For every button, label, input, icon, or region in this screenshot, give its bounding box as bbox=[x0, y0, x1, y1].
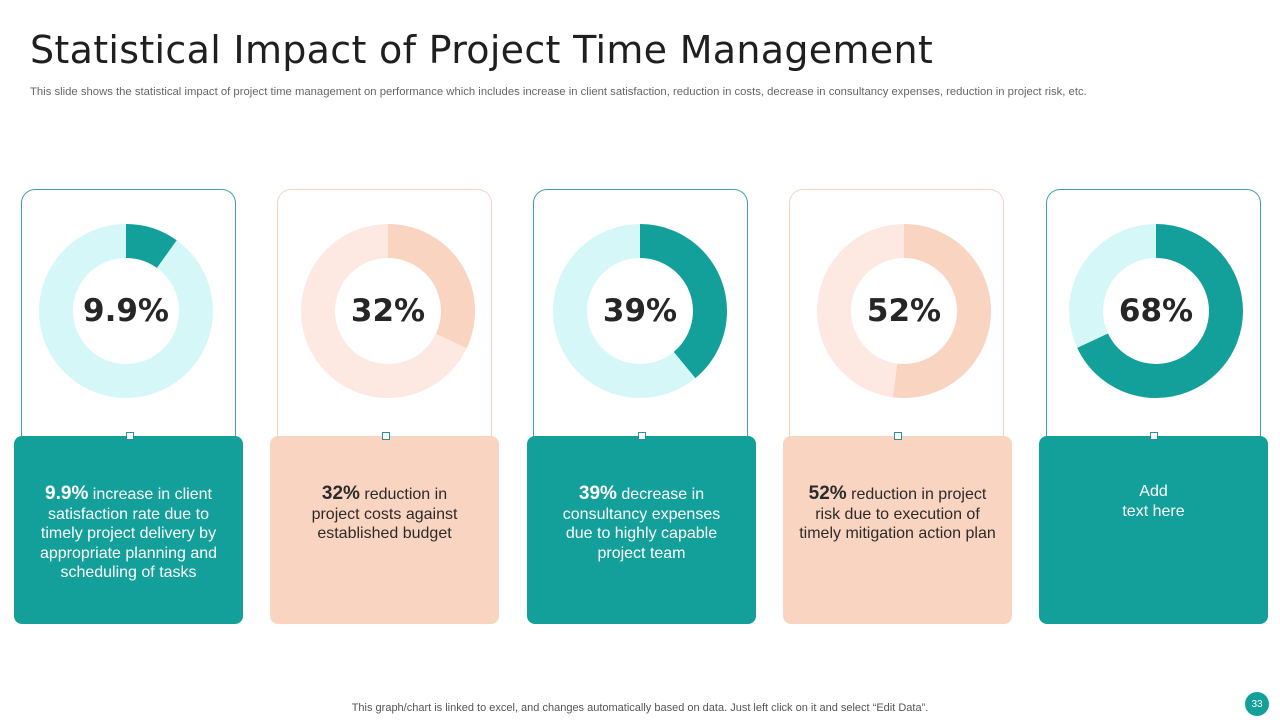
slide-subtitle: This slide shows the statistical impact … bbox=[30, 86, 1087, 98]
donut-svg-2 bbox=[301, 224, 475, 398]
donut-chart-5[interactable]: 68% bbox=[1069, 224, 1243, 398]
card-percent-2: 32% bbox=[321, 483, 360, 504]
donut-center-label-1: 9.9% bbox=[83, 293, 169, 329]
donut-chart-2[interactable]: 32% bbox=[301, 224, 475, 398]
donut-center-label-3: 39% bbox=[602, 293, 678, 329]
resize-handle-5[interactable] bbox=[1150, 432, 1158, 440]
chart-footnote: This graph/chart is linked to excel, and… bbox=[351, 702, 929, 714]
card-outline-1: 9.9% bbox=[21, 189, 236, 437]
card-percent-3: 39% bbox=[578, 483, 617, 504]
donut-center-label-5: 68% bbox=[1118, 293, 1194, 329]
slide-title: Statistical Impact of Project Time Manag… bbox=[30, 28, 934, 72]
card-text-box-5[interactable]: Add text here bbox=[1039, 436, 1268, 624]
card-text-box-2[interactable]: 32% reduction in project costs against e… bbox=[270, 436, 499, 624]
card-text-box-1[interactable]: 9.9% increase in client satisfaction rat… bbox=[14, 436, 243, 624]
donut-svg-1 bbox=[39, 224, 213, 398]
donut-value-slice-4 bbox=[817, 224, 991, 398]
donut-chart-4[interactable]: 52% bbox=[817, 224, 991, 398]
card-text-box-3[interactable]: 39% decrease in consultancy expenses due… bbox=[527, 436, 756, 624]
page-number-badge: 33 bbox=[1245, 692, 1269, 716]
donut-center-label-2: 32% bbox=[350, 293, 426, 329]
card-description-2: reduction in project costs against estab… bbox=[311, 486, 458, 543]
card-outline-2: 32% bbox=[277, 189, 492, 437]
donut-svg-3 bbox=[553, 224, 727, 398]
card-placeholder-text: Add text here bbox=[1122, 483, 1185, 520]
donut-svg-5 bbox=[1069, 224, 1243, 398]
resize-handle-1[interactable] bbox=[126, 432, 134, 440]
donut-value-slice-5 bbox=[1069, 224, 1243, 398]
donut-svg-4 bbox=[817, 224, 991, 398]
donut-chart-1[interactable]: 9.9% bbox=[39, 224, 213, 398]
donut-chart-3[interactable]: 39% bbox=[553, 224, 727, 398]
card-text-box-4[interactable]: 52% reduction in project risk due to exe… bbox=[783, 436, 1012, 624]
card-description-3: decrease in consultancy expenses due to … bbox=[562, 486, 721, 562]
resize-handle-3[interactable] bbox=[638, 432, 646, 440]
card-percent-1: 9.9% bbox=[45, 483, 89, 504]
donut-value-slice-3 bbox=[553, 224, 727, 398]
donut-center-label-4: 52% bbox=[866, 293, 942, 329]
card-outline-4: 52% bbox=[789, 189, 1004, 437]
card-outline-5: 68% bbox=[1046, 189, 1261, 437]
card-outline-3: 39% bbox=[533, 189, 748, 437]
resize-handle-4[interactable] bbox=[894, 432, 902, 440]
donut-value-slice-2 bbox=[301, 224, 475, 398]
resize-handle-2[interactable] bbox=[382, 432, 390, 440]
card-description-4: reduction in project risk due to executi… bbox=[799, 486, 996, 543]
card-description-1: increase in client satisfaction rate due… bbox=[39, 486, 218, 582]
card-percent-4: 52% bbox=[808, 483, 847, 504]
donut-value-slice-1 bbox=[39, 224, 213, 398]
